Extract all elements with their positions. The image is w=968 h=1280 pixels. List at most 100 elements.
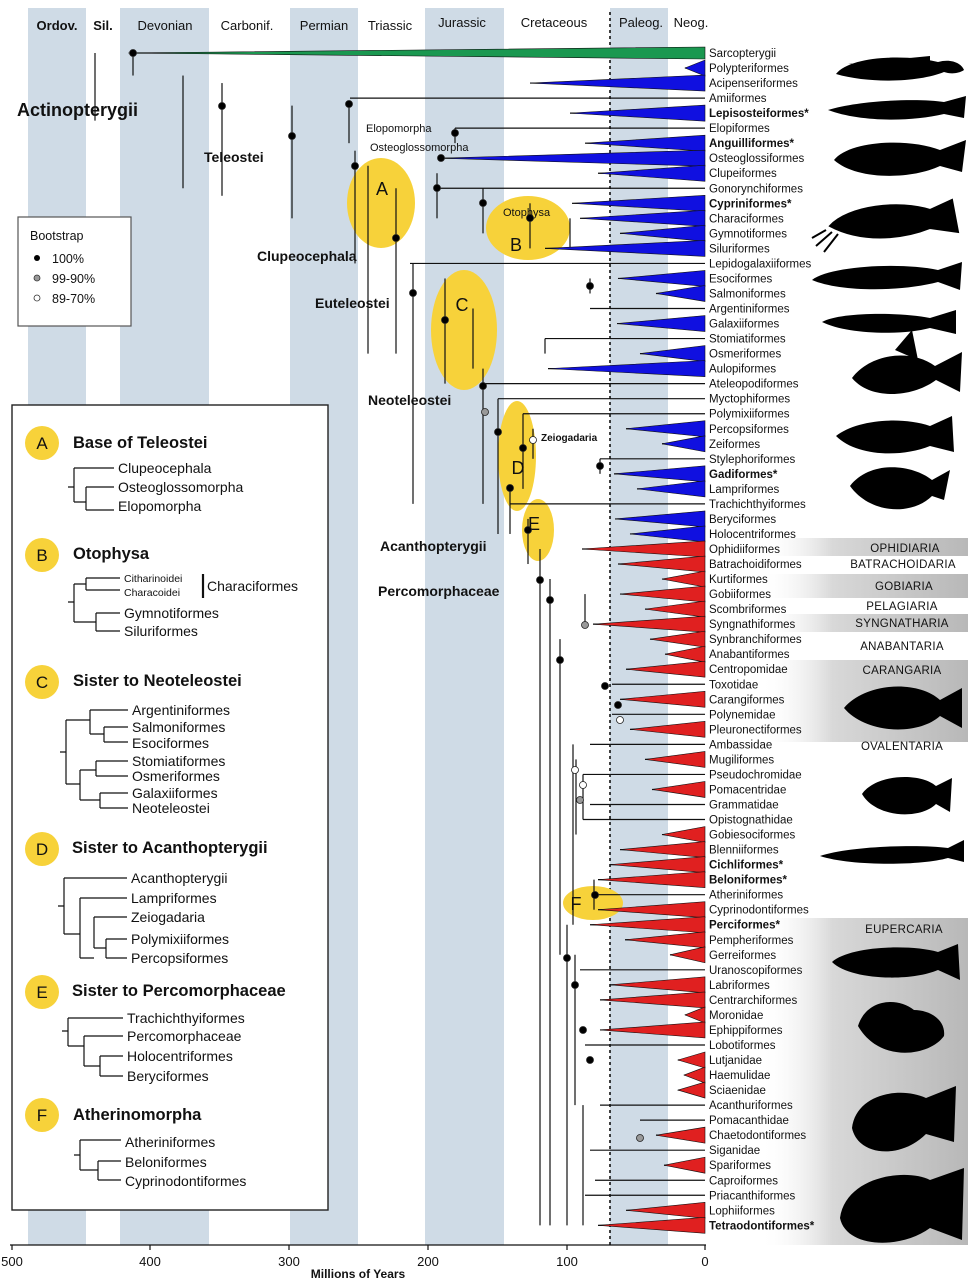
inset-c-tip-5: Osmeriformes: [132, 768, 220, 784]
triangle-carangiformes: [619, 690, 706, 708]
highlight-ellipses: A B C D E F: [347, 158, 623, 920]
support-node: [579, 1026, 587, 1034]
axis-tick-500: 500: [1, 1254, 23, 1269]
support-node: [576, 796, 584, 804]
period-carboniferous: Carbonif.: [221, 18, 274, 33]
triangle-lutjanidae: [676, 1051, 706, 1069]
triangle-salmoniformes: [655, 285, 706, 302]
taxon-anguilliformes: Anguilliformes*: [709, 138, 795, 150]
triangle-cypriniformes: [571, 194, 706, 212]
inset-d-tip-3: Zeiogadaria: [131, 909, 205, 925]
axis-tick-300: 300: [278, 1254, 300, 1269]
taxon-moronidae: Moronidae: [709, 1010, 763, 1022]
inset-d-title: Sister to Acanthopterygii: [72, 839, 268, 857]
percopsis-silhouette: [836, 416, 954, 454]
triangle-ephippiformes: [599, 1021, 706, 1039]
inset-c-letter: C: [36, 673, 48, 692]
taxon-siluriformes: Siluriformes: [709, 243, 770, 255]
triangle-centrarchiformes: [599, 991, 706, 1009]
support-node: [536, 576, 544, 584]
support-node: [581, 621, 589, 629]
taxon-stomiatiformes: Stomiatiformes: [709, 334, 786, 346]
time-axis: 500 400 300 200 100 0 Millions of Years: [1, 1244, 709, 1280]
taxon-anabantiformes: Anabantiformes: [709, 649, 790, 661]
triangle-lophiiformes: [625, 1201, 706, 1219]
period-labels: Ordov. Sil. Devonian Carbonif. Permian T…: [37, 15, 709, 33]
inset-e-tree: [62, 1017, 123, 1077]
clade-euteleostei: Euteleostei: [315, 295, 390, 311]
triangle-spariformes: [663, 1156, 706, 1174]
legend-dot-100: [34, 255, 40, 261]
taxon-siganidae: Siganidae: [709, 1145, 760, 1157]
axis-tick-200: 200: [417, 1254, 439, 1269]
taxon-lepisosteiformes: Lepisosteiformes*: [709, 108, 809, 120]
clade-elopomorpha: Elopomorpha: [366, 123, 432, 135]
triangle-blenniiformes: [619, 841, 706, 858]
taxon-aulopiformes: Aulopiformes: [709, 364, 776, 376]
taxon-pempheriformes: Pempheriformes: [709, 935, 794, 947]
taxon-gonorynchiformes: Gonorynchiformes: [709, 183, 803, 195]
support-node: [524, 526, 532, 534]
triangle-lepisosteiformes: [569, 104, 706, 122]
support-node: [556, 656, 564, 664]
taxon-labels: Sarcopterygii Polypteriformes Acipenserifo…: [709, 48, 815, 1232]
triangle-perciformes: [589, 916, 706, 934]
period-triassic: Triassic: [368, 18, 413, 33]
taxon-stylephoriformes: Stylephoriformes: [709, 454, 796, 466]
group-anabantaria: ANABANTARIA: [860, 641, 944, 653]
support-node: [563, 954, 571, 962]
triangle-haemulidae: [683, 1066, 706, 1084]
inset-f-badge: [25, 1098, 59, 1132]
triangle-chaetodontiformes: [655, 1126, 706, 1144]
inset-b-bracket-label: Characiformes: [207, 578, 298, 594]
legend-dot-90: [33, 274, 41, 282]
group-syngnatharia: SYNGNATHARIA: [855, 618, 949, 630]
period-silurian: Sil.: [93, 18, 113, 33]
inset-c-tree: [60, 709, 128, 809]
clade-labels: Actinopterygii Teleostei Elopomorpha Ost…: [17, 100, 598, 599]
taxon-kurtiformes: Kurtiformes: [709, 574, 768, 586]
inset-f-tree: [74, 1139, 121, 1181]
triangle-batrachoidiformes: [617, 555, 706, 573]
taxon-labriformes: Labriformes: [709, 980, 770, 992]
triangle-gerreiformes: [669, 946, 706, 964]
taxon-priacanthiformes: Priacanthiformes: [709, 1190, 796, 1202]
period-neogene: Neog.: [674, 15, 709, 30]
support-node: [392, 234, 400, 242]
legend-box: [17, 216, 132, 327]
inset-f-letter: F: [37, 1106, 47, 1125]
taxon-salmoniformes: Salmoniformes: [709, 288, 786, 300]
support-node: [596, 462, 604, 470]
support-node: [506, 484, 514, 492]
inset-b-title: Otophysa: [73, 545, 150, 563]
taxon-pseudochromidae: Pseudochromidae: [709, 769, 802, 781]
group-ovalentaria: OVALENTARIA: [861, 741, 943, 753]
ellipse-c: [431, 270, 497, 390]
taxon-amiiformes: Amiiformes: [709, 93, 767, 105]
inset-d-tree: [58, 877, 127, 959]
taxon-uranoscopiformes: Uranoscopiformes: [709, 965, 803, 977]
support-node: [586, 1056, 594, 1064]
taxon-lepidogalaxiiformes: Lepidogalaxiiformes: [709, 258, 812, 270]
taxon-cichliformes: Cichliformes*: [709, 860, 784, 872]
clade-acanthopterygii: Acanthopterygii: [380, 538, 487, 554]
period-jurassic: Jurassic: [438, 15, 486, 30]
triangle-cyprinodontiformes: [597, 901, 706, 919]
support-node: [288, 132, 296, 140]
group-labels: OPHIDIARIA BATRACHOIDARIA GOBIARIA PELAG…: [850, 543, 955, 936]
taxon-acanthuriformes: Acanthuriformes: [709, 1100, 793, 1112]
legend-dot-70: [33, 294, 41, 302]
inset-d-letter: D: [36, 840, 48, 859]
triangle-synbranchiformes: [649, 630, 706, 648]
group-gobiaria: GOBIARIA: [875, 581, 933, 593]
taxon-synbranchiformes: Synbranchiformes: [709, 634, 802, 646]
bootstrap-legend: Bootstrap 100% 99-90% 89-70%: [17, 216, 132, 327]
taxon-argentiniformes: Argentiniformes: [709, 304, 790, 316]
gar-silhouette: [828, 96, 966, 120]
taxon-opistognathidae: Opistognathidae: [709, 815, 793, 827]
taxon-pleuronectiformes: Pleuronectiformes: [709, 724, 802, 736]
legend-label-100: 100%: [52, 252, 84, 266]
taxon-galaxiiformes: Galaxiiformes: [709, 319, 780, 331]
taxon-polynemidae: Polynemidae: [709, 709, 775, 721]
